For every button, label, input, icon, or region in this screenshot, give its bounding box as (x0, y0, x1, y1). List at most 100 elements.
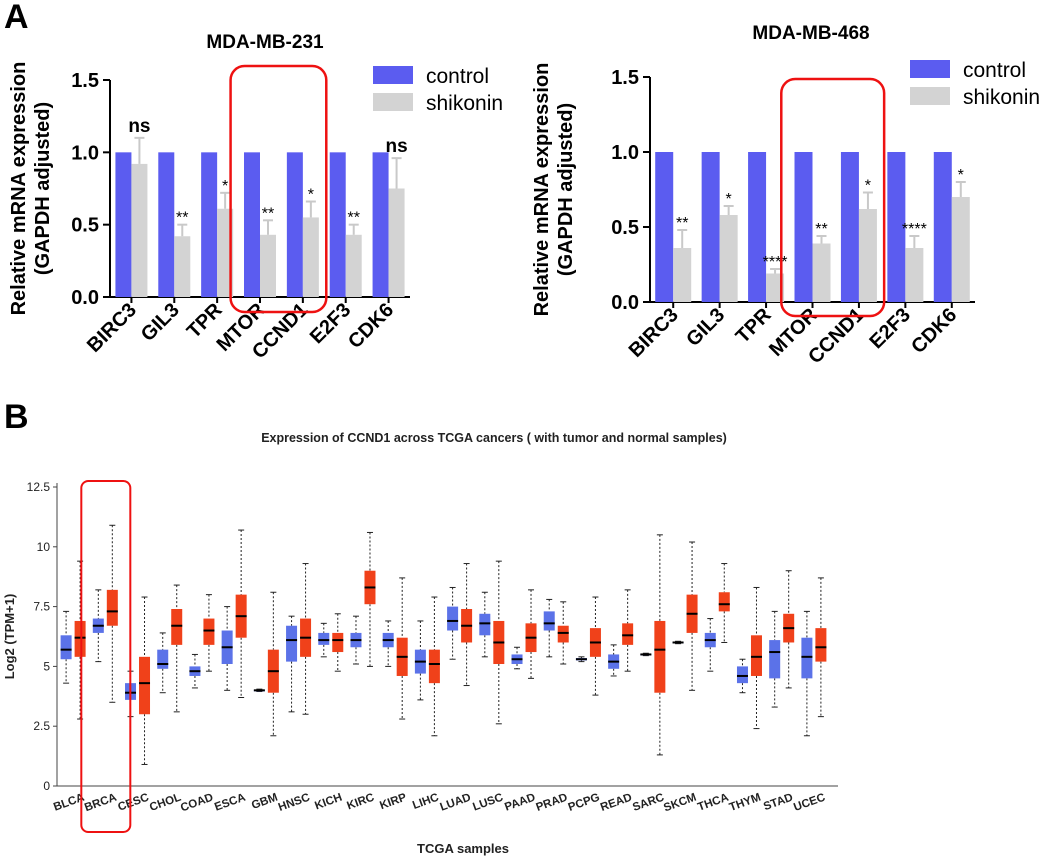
box-normal-thym-box (736, 666, 748, 684)
y-tick-label: 0.0 (71, 287, 99, 309)
bar-control-cdk6 (372, 152, 389, 297)
boxplot-category-label: STAD (762, 792, 795, 814)
bar-control-tpr (201, 152, 218, 297)
bar-shikonin-e2f3 (905, 248, 924, 302)
significance-label: ** (676, 215, 688, 232)
y-tick-label: 0.5 (611, 217, 639, 239)
boxplot-category-label: CESC (116, 792, 150, 814)
bar-control-mtor (794, 152, 813, 302)
box-tumor-thca-box (718, 592, 730, 612)
boxplot-y-tick-label: 12.5 (27, 480, 51, 494)
bar-control-gil3 (701, 152, 720, 302)
category-label: CDK6 (344, 299, 398, 353)
highlight-box-brca (80, 480, 132, 833)
bar-control-cdk6 (933, 152, 952, 302)
boxplot-y-tick-label: 2.5 (33, 719, 50, 733)
significance-label: * (308, 187, 314, 204)
boxplot-category-label: BRCA (83, 792, 118, 815)
boxplot-x-label: TCGA samples (417, 841, 509, 856)
highlight-box (780, 77, 886, 318)
box-normal-hnsc-box (286, 625, 298, 662)
boxplot-ccnd1-tcga: Expression of CCND1 across TCGA cancers … (2, 431, 838, 856)
box-normal-ucec-box (801, 637, 813, 679)
category-label: GIL3 (682, 304, 729, 351)
bar-control-ccnd1 (840, 152, 859, 302)
box-tumor-read-box (622, 623, 634, 645)
y-tick-label: 1.5 (71, 70, 99, 92)
y-tick-label: 0.5 (71, 215, 99, 237)
significance-label: ** (815, 221, 827, 238)
category-label: GIL3 (137, 299, 184, 346)
bar-shikonin-ccnd1 (302, 217, 319, 297)
box-normal-prad-box (543, 611, 555, 631)
boxplot-category-label: KICH (313, 792, 344, 813)
boxplot-y-tick-label: 5 (43, 659, 50, 673)
box-normal-chol-box (157, 649, 169, 669)
bar-shikonin-ccnd1 (858, 209, 877, 302)
legend-label-control: control (963, 59, 1026, 82)
box-tumor-prad-box (557, 625, 569, 643)
y-axis-label: Relative mRNA expression (531, 63, 553, 317)
bar-shikonin-cdk6 (951, 197, 970, 302)
box-normal-kich-box (318, 632, 330, 645)
boxplot-category-label: SKCM (662, 792, 698, 815)
box-tumor-chol-box (171, 608, 183, 645)
category-label: E2F3 (866, 304, 915, 353)
box-normal-stad-box (769, 640, 781, 679)
boxplot-category-label: ESCA (213, 792, 247, 814)
significance-label: * (222, 178, 228, 195)
bar-control-gil3 (158, 152, 175, 297)
y-axis-label-sub: (GAPDH adjusted) (555, 103, 577, 276)
significance-label: * (865, 178, 871, 195)
boxplot-category-label: KIRP (378, 791, 408, 812)
boxplot-category-label: HNSC (277, 792, 312, 814)
panel-b-label: B (4, 398, 29, 436)
box-normal-luad-box (447, 606, 459, 631)
bar-control-ccnd1 (286, 152, 303, 297)
category-label: CDK6 (907, 304, 961, 358)
legend-label-control: control (426, 65, 489, 88)
boxplot-category-label: THCA (696, 792, 730, 814)
bar-shikonin-tpr (766, 273, 785, 302)
bar-chart-mda-mb-468: MDA-MB-468 Relative mRNA expression (GAPDH… (531, 23, 1040, 368)
bar-control-e2f3 (329, 152, 346, 297)
bar-shikonin-birc3 (131, 163, 148, 297)
bar-control-e2f3 (887, 152, 906, 302)
box-tumor-lihc-box (428, 649, 440, 684)
boxplot-category-label: COAD (179, 792, 215, 815)
boxplot-y-tick-label: 10 (37, 540, 51, 554)
boxplot-category-label: GBM (250, 792, 279, 812)
bar-control-mtor (244, 152, 260, 297)
boxplot-category-label: UCEC (792, 792, 827, 814)
significance-label: ns (385, 136, 407, 157)
legend-swatch-shikonin (373, 93, 413, 111)
boxplot-category-label: THYM (728, 792, 763, 814)
bar-chart-mda-mb-231: MDA-MB-231 Relative mRNA expression (GAPDH… (8, 32, 503, 363)
y-axis-label: Relative mRNA expression (8, 62, 30, 316)
y-axis-label-sub: (GAPDH adjusted) (32, 102, 54, 275)
bar-shikonin-e2f3 (345, 234, 362, 297)
boxplot-y-label: Log2 (TPM+1) (2, 594, 17, 680)
boxplot-title: Expression of CCND1 across TCGA cancers … (261, 431, 727, 445)
significance-label: * (958, 167, 964, 184)
box-tumor-sarc-box (654, 620, 666, 693)
bar-shikonin-tpr (217, 208, 234, 297)
y-tick-label: 1.0 (71, 142, 99, 164)
box-tumor-kich-box (332, 632, 344, 653)
box-normal-lusc-box (479, 613, 491, 636)
boxplot-category-label: PCPG (567, 792, 602, 814)
bar-shikonin-birc3 (673, 248, 692, 302)
highlight-box (229, 64, 328, 314)
boxplot-category-label: SARC (631, 792, 666, 814)
significance-label: ns (128, 116, 150, 137)
chart-title: MDA-MB-468 (752, 23, 869, 44)
significance-label: * (726, 191, 732, 208)
bar-control-birc3 (115, 152, 132, 297)
bar-shikonin-mtor (812, 243, 831, 302)
bar-control-tpr (748, 152, 767, 302)
boxplot-category-label: LUAD (438, 792, 472, 814)
bar-shikonin-gil3 (719, 215, 738, 302)
legend-swatch-shikonin (910, 87, 950, 105)
box-tumor-ucec-box (815, 628, 827, 662)
